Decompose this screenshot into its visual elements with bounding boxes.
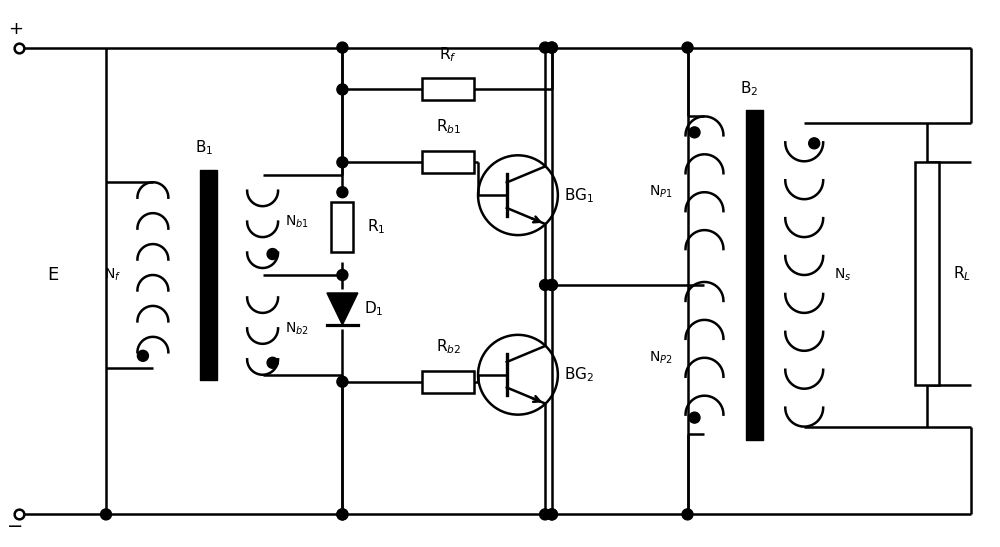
Text: R$_f$: R$_f$ xyxy=(439,45,457,63)
Circle shape xyxy=(546,280,557,290)
Circle shape xyxy=(540,280,551,290)
Circle shape xyxy=(337,187,348,197)
Text: R$_L$: R$_L$ xyxy=(953,264,971,283)
Circle shape xyxy=(809,138,820,149)
Text: −: − xyxy=(7,517,23,536)
Text: N$_{b1}$: N$_{b1}$ xyxy=(285,213,308,230)
Text: D$_1$: D$_1$ xyxy=(364,300,384,318)
Text: E: E xyxy=(48,266,59,284)
Bar xyxy=(422,152,474,173)
Circle shape xyxy=(546,509,557,520)
Circle shape xyxy=(337,270,348,281)
Text: BG$_1$: BG$_1$ xyxy=(564,186,594,205)
Text: N$_{P1}$: N$_{P1}$ xyxy=(649,184,673,200)
Circle shape xyxy=(546,280,557,290)
Text: R$_1$: R$_1$ xyxy=(367,218,386,236)
Text: +: + xyxy=(8,20,23,38)
Circle shape xyxy=(546,509,557,520)
Text: BG$_2$: BG$_2$ xyxy=(564,365,594,384)
Circle shape xyxy=(337,157,348,168)
Polygon shape xyxy=(327,293,358,325)
Bar xyxy=(915,162,939,385)
Circle shape xyxy=(546,42,557,53)
Text: N$_f$: N$_f$ xyxy=(104,267,121,283)
Circle shape xyxy=(337,509,348,520)
Circle shape xyxy=(689,412,700,423)
Circle shape xyxy=(337,509,348,520)
Text: N$_{b2}$: N$_{b2}$ xyxy=(285,320,308,336)
Circle shape xyxy=(337,376,348,387)
Circle shape xyxy=(540,42,551,53)
Bar xyxy=(422,79,474,101)
Circle shape xyxy=(101,509,111,520)
Circle shape xyxy=(540,509,551,520)
Text: R$_{b1}$: R$_{b1}$ xyxy=(436,118,461,136)
Circle shape xyxy=(267,248,278,259)
Circle shape xyxy=(137,350,148,361)
Text: B$_2$: B$_2$ xyxy=(740,80,759,98)
Text: R$_{b2}$: R$_{b2}$ xyxy=(436,337,461,356)
Bar xyxy=(422,371,474,393)
Text: N$_{P2}$: N$_{P2}$ xyxy=(649,350,673,366)
Circle shape xyxy=(267,357,278,368)
Text: N$_s$: N$_s$ xyxy=(834,267,852,283)
Circle shape xyxy=(682,509,693,520)
Bar xyxy=(331,202,353,252)
Text: B$_1$: B$_1$ xyxy=(195,138,213,158)
Circle shape xyxy=(337,84,348,95)
Circle shape xyxy=(546,42,557,53)
Circle shape xyxy=(682,42,693,53)
Circle shape xyxy=(337,42,348,53)
Circle shape xyxy=(689,127,700,138)
